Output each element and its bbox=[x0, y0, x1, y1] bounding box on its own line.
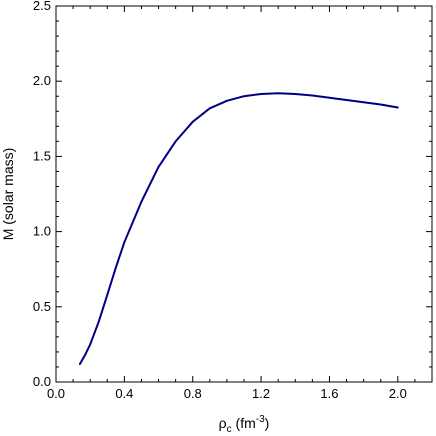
x-tick-label: 0.4 bbox=[115, 386, 133, 401]
x-tick-label: 1.2 bbox=[252, 386, 270, 401]
x-tick-label: 1.6 bbox=[320, 386, 338, 401]
y-tick-label: 2.0 bbox=[33, 73, 51, 88]
mass-density-curve bbox=[78, 92, 399, 365]
y-tick-label: 1.0 bbox=[33, 224, 51, 239]
x-tick-label: 0.8 bbox=[184, 386, 202, 401]
tick-labels-layer: 0.0 0.4 0.8 1.2 1.6 2.0 0.0 0.5 1.0 1.5 2.0 2.5 bbox=[33, 0, 407, 401]
series-layer bbox=[78, 92, 399, 365]
ticks-layer bbox=[55, 5, 433, 383]
y-tick-label: 2.5 bbox=[33, 0, 51, 13]
x-tick-label: 0.0 bbox=[47, 386, 65, 401]
y-tick-label: 0.0 bbox=[33, 374, 51, 389]
plot-frame bbox=[55, 5, 433, 383]
y-tick-label: 1.5 bbox=[33, 148, 51, 163]
y-tick-label: 0.5 bbox=[33, 299, 51, 314]
x-axis-label: ρc (fm-3) bbox=[219, 414, 270, 435]
x-tick-label: 2.0 bbox=[389, 386, 407, 401]
y-axis-label: M (solar mass) bbox=[0, 148, 16, 241]
